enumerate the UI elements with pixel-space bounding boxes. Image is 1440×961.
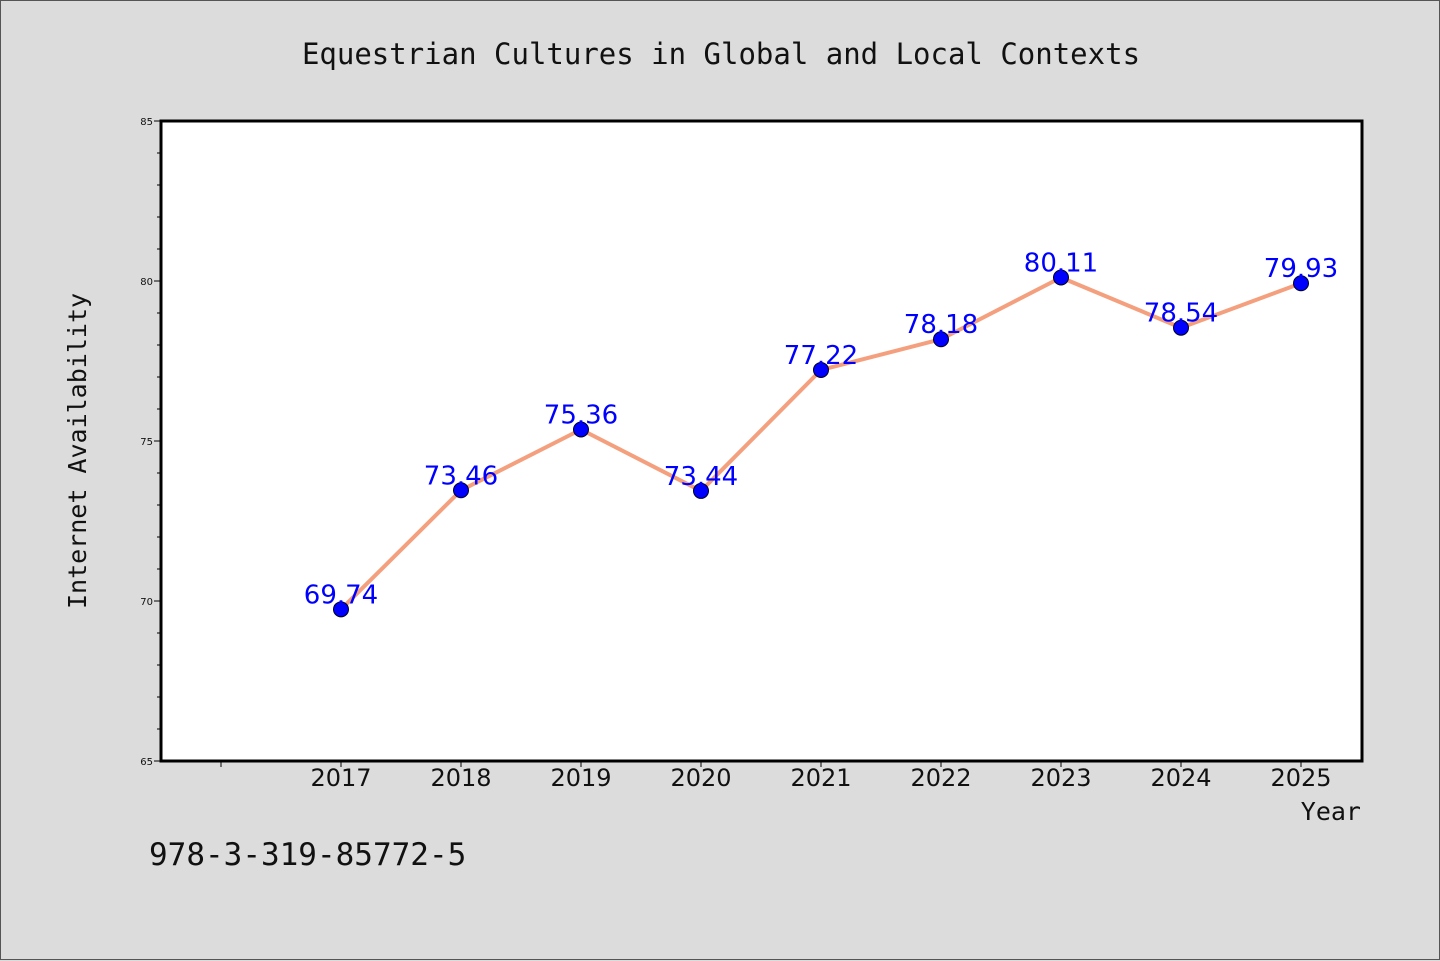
data-point — [933, 331, 949, 348]
data-point — [573, 421, 589, 438]
x-tick-label: 2017 — [310, 764, 371, 792]
data-label: 73.46 — [424, 461, 498, 491]
x-axis-ticks: 2017 2018 2019 2020 2021 2022 2023 2024 2025 — [220, 761, 1332, 792]
y-axis-ticks: 65 70 75 80 85 — [140, 117, 153, 768]
data-label: 73.44 — [664, 462, 738, 492]
y-tick-label: 80 — [140, 277, 153, 288]
y-minor-ticks — [154, 120, 161, 762]
data-label: 79.93 — [1264, 254, 1338, 284]
data-point — [1173, 319, 1189, 336]
x-tick-label: 2023 — [1030, 764, 1091, 792]
data-point — [1293, 275, 1309, 292]
x-tick-label: 2018 — [430, 764, 491, 792]
data-label: 80.11 — [1024, 248, 1098, 278]
x-tick-label: 2024 — [1150, 764, 1211, 792]
data-point — [1053, 269, 1069, 286]
data-point — [693, 482, 709, 499]
data-label: 78.18 — [904, 310, 978, 340]
data-label: 75.36 — [544, 400, 618, 430]
data-label: 69.74 — [304, 580, 378, 610]
data-point — [453, 482, 469, 499]
series-markers — [333, 269, 1309, 618]
data-labels: 69.74 73.46 75.36 73.44 77.22 78.18 80.11 78.54… — [304, 248, 1338, 610]
x-tick-label: 2020 — [670, 764, 731, 792]
x-tick-label: 2019 — [550, 764, 611, 792]
x-tick-label: 2021 — [790, 764, 851, 792]
plot-area — [159, 119, 1364, 763]
y-tick-label: 70 — [140, 597, 153, 608]
x-tick-label: 2025 — [1270, 764, 1331, 792]
data-point — [813, 361, 829, 378]
y-axis-title: Internet Availability — [63, 293, 92, 609]
chart-title: Equestrian Cultures in Global and Local … — [302, 37, 1140, 71]
y-tick-label: 75 — [140, 437, 153, 448]
footer-isbn-code: 978-3-319-85772-5 — [149, 837, 466, 873]
data-point — [333, 601, 349, 618]
y-tick-label: 65 — [140, 757, 153, 768]
y-tick-label: 85 — [140, 117, 153, 128]
data-label: 78.54 — [1144, 299, 1218, 329]
x-tick-label: 2022 — [910, 764, 971, 792]
data-label: 77.22 — [784, 341, 858, 371]
x-axis-title: Year — [1301, 797, 1361, 826]
